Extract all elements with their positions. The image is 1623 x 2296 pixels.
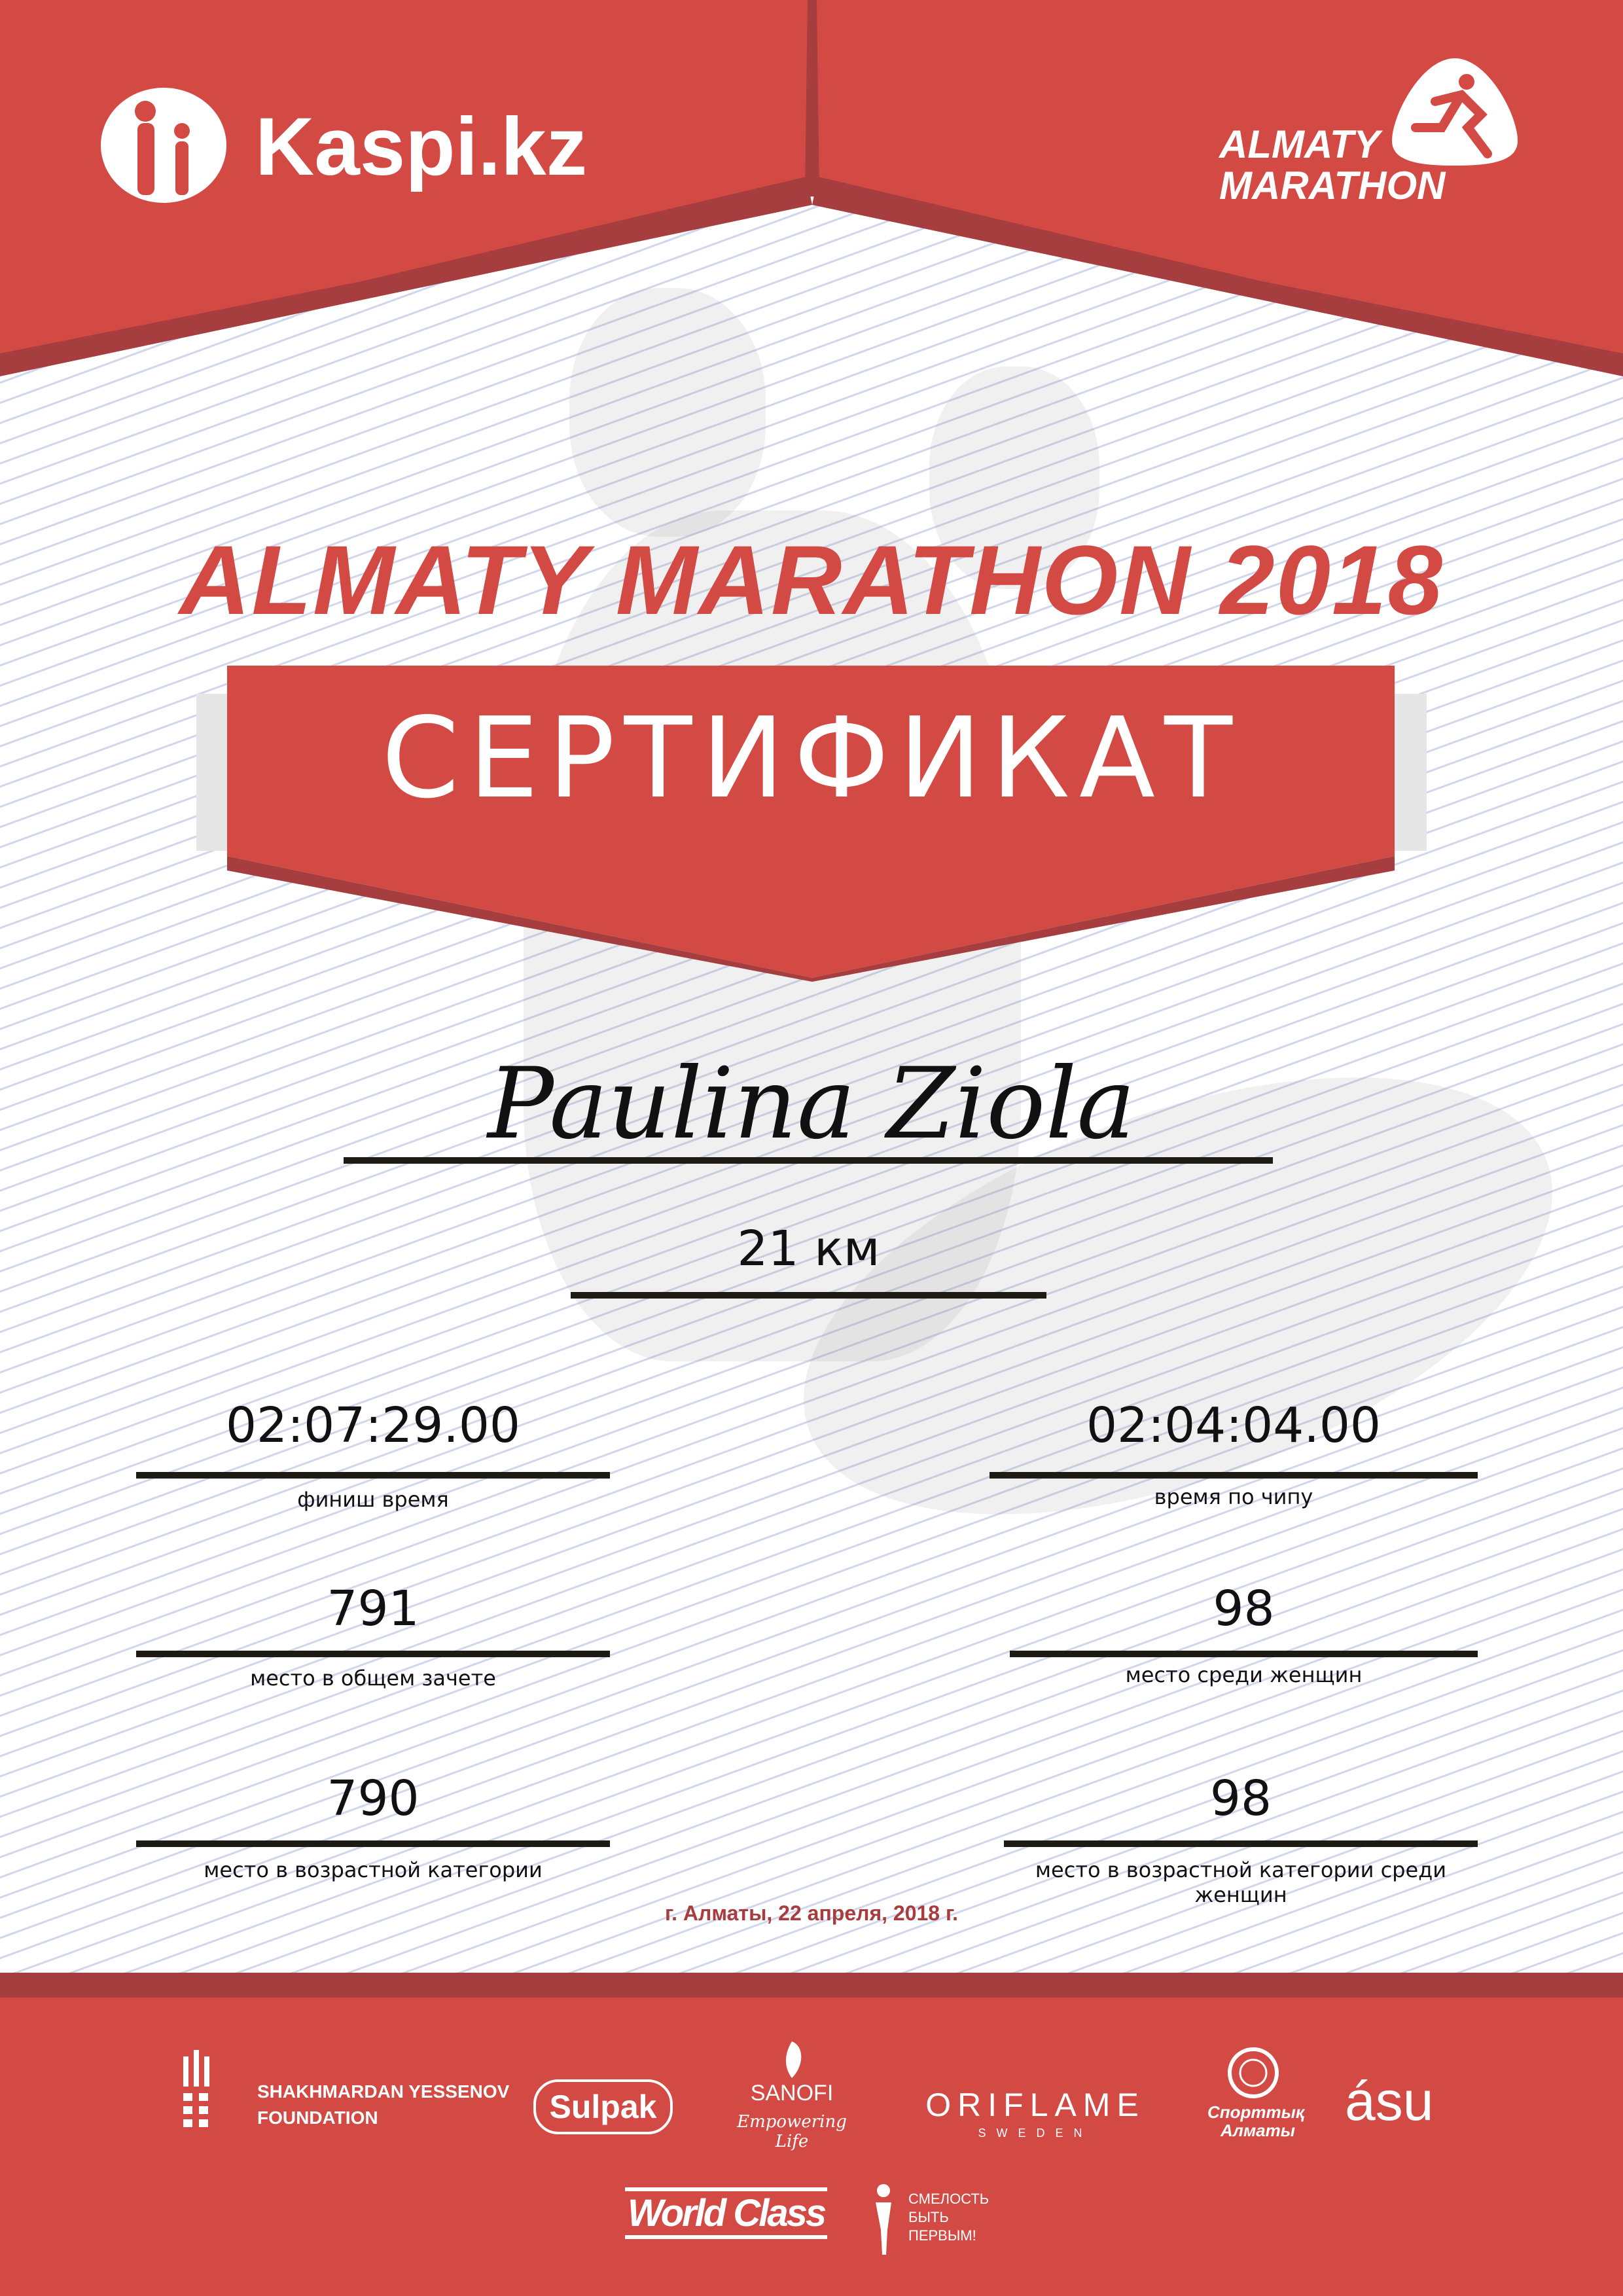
- age-women-place-line: [1004, 1840, 1478, 1847]
- chip-time-value: 02:04:04.00: [1086, 1397, 1382, 1454]
- fund-line3: ПЕРВЫМ!: [908, 2227, 976, 2244]
- issue-date: г. Алматы, 22 апреля, 2018 г.: [665, 1901, 958, 1925]
- header-banner: [0, 0, 1623, 376]
- sanofi-name: SANOFI: [750, 2081, 834, 2106]
- chip-time-label: время по чипу: [1154, 1484, 1313, 1509]
- oriflame-sub: SWEDEN: [978, 2126, 1093, 2140]
- fund-logo: СМЕЛОСТЬ БЫТЬ ПЕРВЫМ!: [864, 2171, 1008, 2263]
- runners-photo-woman: [929, 367, 1099, 589]
- oriflame-name: ORIFLAME: [925, 2087, 1145, 2123]
- almaty-marathon-logo: ALMATY MARATHON: [1214, 56, 1528, 213]
- distance: 21 км: [737, 1221, 880, 1277]
- age-women-place-value: 98: [1209, 1770, 1272, 1827]
- sanofi-tagline: Empowering Life: [737, 2112, 847, 2151]
- overall-place-label: место в общем зачете: [250, 1666, 496, 1691]
- women-place-value: 98: [1213, 1581, 1275, 1637]
- participant-name: Paulina Ziola: [488, 1047, 1135, 1161]
- sport-almaty-line1: Спорттық: [1207, 2102, 1305, 2122]
- asu-logo: ásu: [1345, 2070, 1434, 2132]
- almaty-logo-line2: MARATHON: [1219, 164, 1446, 207]
- sanofi-logo: SANOFI Empowering Life: [726, 2040, 857, 2151]
- yessenov-bars-icon: [183, 2050, 209, 2127]
- fund-figure-icon: [876, 2184, 891, 2255]
- almaty-logo-line1: ALMATY: [1219, 122, 1380, 166]
- yessenov-line1: SHAKHMARDAN YESSENOV: [257, 2081, 510, 2102]
- kaspi-figures-icon: [101, 88, 226, 203]
- yessenov-logo: SHAKHMARDAN YESSENOV FOUNDATION: [182, 2050, 509, 2135]
- overall-place-line: [136, 1651, 610, 1657]
- runner-icon: [1392, 58, 1518, 166]
- age-place-line: [136, 1840, 610, 1847]
- sponsors-footer: SHAKHMARDAN YESSENOV FOUNDATION Sulpak S…: [0, 1998, 1623, 2296]
- sport-almaty-line2: Алматы: [1221, 2121, 1295, 2140]
- kaspi-logo: Kaspi.kz: [98, 85, 587, 209]
- sanofi-bird-icon: [785, 2041, 802, 2078]
- certificate-ribbon: [196, 666, 1427, 982]
- sport-almaty-emblem-icon: [1228, 2047, 1279, 2098]
- finish-time-value: 02:07:29.00: [225, 1397, 521, 1454]
- event-title: ALMATY MARATHON 2018: [179, 525, 1444, 635]
- sport-almaty-logo: Спорттық Алматы: [1207, 2037, 1304, 2148]
- age-women-place-label: место в возрастной категории среди женщи…: [1035, 1857, 1447, 1907]
- name-underline: [344, 1157, 1273, 1164]
- fund-line1: СМЕЛОСТЬ: [908, 2191, 990, 2207]
- certificate-heading: СЕРТИФИКАТ: [382, 694, 1241, 823]
- fund-line2: БЫТЬ: [908, 2209, 949, 2225]
- finish-time-line: [136, 1472, 610, 1479]
- oriflame-logo: ORIFLAME SWEDEN: [924, 2086, 1147, 2151]
- age-place-label: место в возрастной категории: [204, 1857, 543, 1882]
- finish-time-label: финиш время: [297, 1487, 449, 1512]
- footer-stripe: [0, 1973, 1623, 1999]
- sulpak-logo: Sulpak: [533, 2079, 673, 2134]
- chip-time-line: [990, 1472, 1478, 1479]
- distance-underline: [571, 1292, 1046, 1299]
- yessenov-line2: FOUNDATION: [257, 2108, 378, 2128]
- women-place-line: [1010, 1651, 1478, 1657]
- kaspi-logo-text: Kaspi.kz: [255, 101, 588, 192]
- overall-place-value: 791: [327, 1581, 419, 1637]
- age-place-value: 790: [327, 1770, 419, 1827]
- worldclass-logo: World Class: [625, 2187, 828, 2239]
- women-place-label: место среди женщин: [1125, 1662, 1363, 1687]
- runners-photo: [569, 288, 766, 537]
